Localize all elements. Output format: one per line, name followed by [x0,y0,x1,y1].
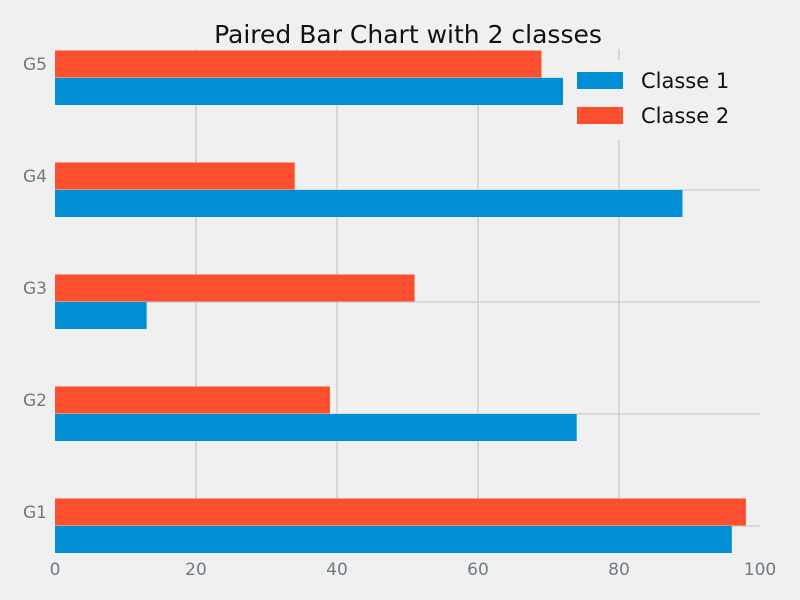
legend-swatch [577,107,623,124]
x-tick-label: 40 [326,560,348,580]
y-tick-label: G4 [23,167,47,187]
legend-label: Classe 1 [641,69,729,93]
y-tick-label: G2 [23,391,47,411]
tick-labels: 0 20 40 60 80 100 G1 G2 G3 G4 G5 [23,55,776,580]
bar-classe-1-g3 [55,302,147,329]
x-tick-label: 80 [608,560,630,580]
legend: Classe 1 Classe 2 [563,60,763,140]
y-tick-label: G3 [23,279,47,299]
bar-classe-1-g1 [55,526,732,553]
legend-swatch [577,72,623,89]
bar-classe-1-g2 [55,414,577,441]
x-tick-label: 100 [744,560,776,580]
x-tick-label: 60 [467,560,489,580]
bar-classe-1-g4 [55,190,683,217]
bar-classe-1-g5 [55,78,567,105]
bar-classe-2-g2 [55,386,330,414]
y-tick-label: G1 [23,503,47,523]
bar-classe-2-g4 [55,162,295,190]
chart-title: Paired Bar Chart with 2 classes [214,20,602,49]
bars [55,50,746,553]
x-tick-label: 0 [50,560,61,580]
y-tick-label: G5 [23,55,47,75]
bar-classe-2-g1 [55,498,746,526]
x-tick-label: 20 [185,560,207,580]
legend-label: Classe 2 [641,104,729,128]
bar-classe-2-g3 [55,274,415,302]
bar-classe-2-g5 [55,50,542,78]
